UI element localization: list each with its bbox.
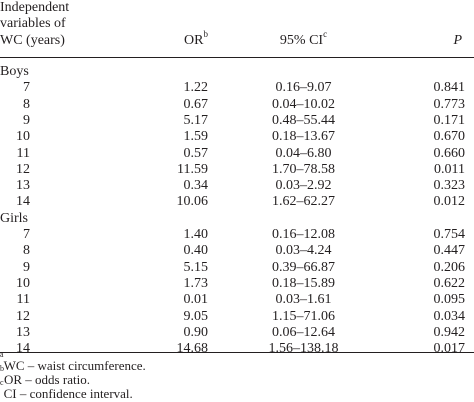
cell-or: 0.34 [183,178,209,194]
header-col1-line2: variables of [0,16,66,31]
cell-p: 0.095 [433,292,466,308]
table-row: 11 0.01 0.03–1.61 0.095 [0,292,474,308]
cell-age: 9 [23,112,30,128]
cell-ci: 0.04–6.80 [275,145,332,161]
group-label-girls: Girls [0,211,474,227]
cell-p: 0.841 [433,80,466,96]
cell-p: 0.011 [434,161,465,177]
cell-p: 0.754 [433,227,466,242]
table-row: 7 1.22 0.16–9.07 0.841 [0,80,474,96]
header-rule [0,57,474,58]
cell-age: 11 [16,292,30,308]
cell-p: 0.447 [433,243,466,259]
cell-age: 13 [16,324,30,340]
cell-p: 0.773 [433,96,466,112]
cell-or: 0.40 [183,243,209,259]
cell-or: 11.59 [177,161,208,177]
cell-ci: 0.16–9.07 [275,80,332,96]
cell-age: 14 [16,194,30,210]
bottom-rule [0,352,474,353]
table-row: 8 0.67 0.04–10.02 0.773 [0,97,474,113]
cell-or: 0.57 [183,145,209,161]
cell-or: 1.22 [183,80,209,96]
group-label-text: Boys [0,64,29,79]
cell-age: 11 [16,145,30,161]
cell-ci: 0.39–66.87 [272,259,335,275]
cell-ci: 0.16–12.08 [272,227,335,242]
cell-ci: 0.18–15.89 [272,275,335,291]
table-row: 13 0.34 0.03–2.92 0.323 [0,178,474,194]
table-header: Independent variables of WC (years) ORb … [0,0,474,57]
cell-ci: 1.15–71.06 [272,308,335,324]
cell-ci: 0.06–12.64 [272,324,335,340]
cell-age: 13 [16,178,30,194]
cell-or: 1.59 [183,129,209,145]
cell-or: 1.40 [183,227,209,242]
cell-p: 0.660 [433,145,466,161]
table-row: 11 0.57 0.04–6.80 0.660 [0,146,474,162]
footnote: bOR – odds ratio. [0,364,90,388]
cell-p: 0.017 [433,341,466,357]
cell-age: 12 [16,308,30,324]
cell-p: 0.171 [433,112,466,128]
cell-or: 1.73 [183,275,209,291]
footnote: cCI – confidence interval. [0,378,133,402]
header-p: P [453,33,462,48]
cell-or: 5.17 [183,112,209,128]
cell-ci: 0.48–55.44 [272,112,335,128]
cell-p: 0.206 [433,259,466,275]
cell-p: 0.034 [433,308,466,324]
group-label-boys: Boys [0,64,474,80]
cell-age: 7 [23,227,30,242]
header-or: ORb [184,29,208,48]
cell-p: 0.670 [433,129,466,145]
cell-or: 9.05 [183,308,209,324]
table-row: 12 9.05 1.15–71.06 0.034 [0,309,474,325]
cell-age: 10 [16,275,30,291]
table-row: 9 5.15 0.39–66.87 0.206 [0,260,474,276]
table-row: 10 1.59 0.18–13.67 0.670 [0,129,474,145]
cell-age: 8 [23,243,30,259]
cell-ci: 0.03–4.24 [275,243,332,259]
cell-or: 0.67 [183,96,209,112]
cell-ci: 0.18–13.67 [272,129,335,145]
cell-p: 0.622 [433,275,466,291]
cell-age: 7 [23,80,30,96]
cell-p: 0.942 [433,324,466,340]
cell-ci: 1.62–62.27 [272,194,335,210]
cell-age: 8 [23,96,30,112]
cell-ci: 1.70–78.58 [272,161,335,177]
cell-p: 0.012 [433,194,466,210]
footnote: aWC – waist circumference. [0,350,146,374]
cell-age: 12 [16,161,30,177]
table-row: 9 5.17 0.48–55.44 0.171 [0,113,474,129]
cell-ci: 0.04–10.02 [272,96,335,112]
cell-p: 0.323 [433,178,466,194]
table-row: 14 14.68 1.56–138.18 0.017 [0,341,474,357]
cell-or: 10.06 [176,194,209,210]
table-row: 8 0.40 0.03–4.24 0.447 [0,243,474,259]
table-row: 10 1.73 0.18–15.89 0.622 [0,276,474,292]
header-col1-line3: WC (years) [0,33,65,48]
cell-or: 5.15 [183,259,209,275]
cell-or: 0.90 [183,324,209,340]
table-row: 7 1.40 0.16–12.08 0.754 [0,227,474,243]
cell-age: 10 [16,129,30,145]
cell-age: 9 [23,259,30,275]
header-ci: 95% CIc [279,29,328,48]
header-col1-line1: Independent [0,0,70,15]
cell-ci: 0.03–2.92 [275,178,332,194]
table-row: 12 11.59 1.70–78.58 0.011 [0,162,474,178]
cell-or: 0.01 [183,292,209,308]
table-row: 13 0.90 0.06–12.64 0.942 [0,325,474,341]
cell-ci: 0.03–1.61 [275,292,332,308]
table-row: 14 10.06 1.62–62.27 0.012 [0,194,474,210]
group-label-text: Girls [0,210,28,226]
